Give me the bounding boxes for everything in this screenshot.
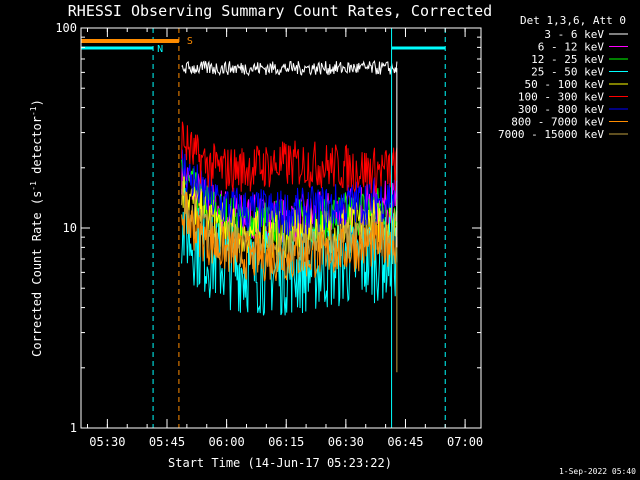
- x-tick-label: 07:00: [447, 435, 483, 449]
- legend-label: 100 - 300 keV: [518, 91, 604, 104]
- legend-label: 50 - 100 keV: [525, 78, 605, 91]
- chart-title: RHESSI Observing Summary Count Rates, Co…: [68, 2, 492, 20]
- legend-label: 800 - 7000 keV: [511, 116, 604, 129]
- series-layer: [181, 59, 398, 373]
- legend-label: 3 - 6 keV: [544, 28, 604, 41]
- x-tick-label: 06:15: [268, 435, 304, 449]
- saa-flag-label: S: [187, 36, 193, 47]
- timestamp: 1-Sep-2022 05:40: [559, 467, 636, 476]
- y-axis-label: Corrected Count Rate (s-1 detector-1): [29, 99, 44, 357]
- series-line: [181, 121, 398, 194]
- y-axis: 1 10 100: [55, 21, 481, 435]
- series-line: [181, 190, 398, 282]
- legend-label: 300 - 800 keV: [518, 103, 604, 116]
- y-tick-label: 100: [55, 21, 77, 35]
- legend-label: 7000 - 15000 keV: [498, 128, 604, 141]
- legend-label: 25 - 50 keV: [531, 66, 604, 79]
- flag-bars: NS: [81, 36, 446, 55]
- legend-label: 12 - 25 keV: [531, 53, 604, 66]
- x-tick-label: 06:30: [328, 435, 364, 449]
- legend-label: 6 - 12 keV: [538, 41, 605, 54]
- x-tick-label: 06:45: [387, 435, 423, 449]
- legend-header: Det 1,3,6, Att 0: [520, 14, 626, 27]
- event-lines: [152, 28, 446, 428]
- x-axis-label: Start Time (14-Jun-17 05:23:22): [168, 456, 392, 470]
- night-flag-label: N: [157, 44, 163, 55]
- x-tick-label: 06:00: [209, 435, 245, 449]
- y-tick-label: 10: [63, 221, 77, 235]
- x-tick-label: 05:30: [89, 435, 125, 449]
- series-line: [181, 148, 398, 237]
- x-tick-label: 05:45: [149, 435, 185, 449]
- series-line: [181, 59, 398, 77]
- plot-frame: [80, 27, 482, 429]
- x-axis: 05:30 05:45 06:00 06:15 06:30 06:45 07:00: [86, 28, 483, 449]
- y-tick-label: 1: [70, 421, 77, 435]
